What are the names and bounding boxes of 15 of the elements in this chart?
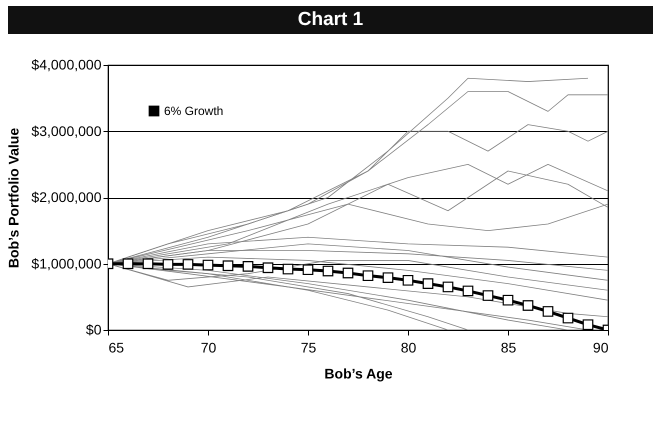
y-tick-label: $1,000,000 [31, 255, 102, 272]
x-tick-label: 70 [200, 340, 216, 356]
y-tick-label: $2,000,000 [31, 189, 102, 205]
legend-label: 6% Growth [164, 104, 224, 118]
chart-title: Chart 1 [8, 6, 653, 34]
x-tick-label: 90 [592, 340, 609, 356]
y-tick-label: $0 [86, 322, 102, 338]
x-tick-label: 80 [400, 340, 416, 356]
x-tick-label: 85 [500, 340, 516, 356]
y-tick-label: $3,000,000 [31, 122, 102, 139]
x-tick-label: 75 [300, 340, 316, 356]
y-tick-label: $4,000,000 [31, 56, 102, 72]
y-axis-title: Bob’s Portfolio Value [5, 128, 22, 268]
x-axis-title: Bob’s Age [324, 366, 393, 382]
x-tick-label: 65 [108, 340, 124, 356]
